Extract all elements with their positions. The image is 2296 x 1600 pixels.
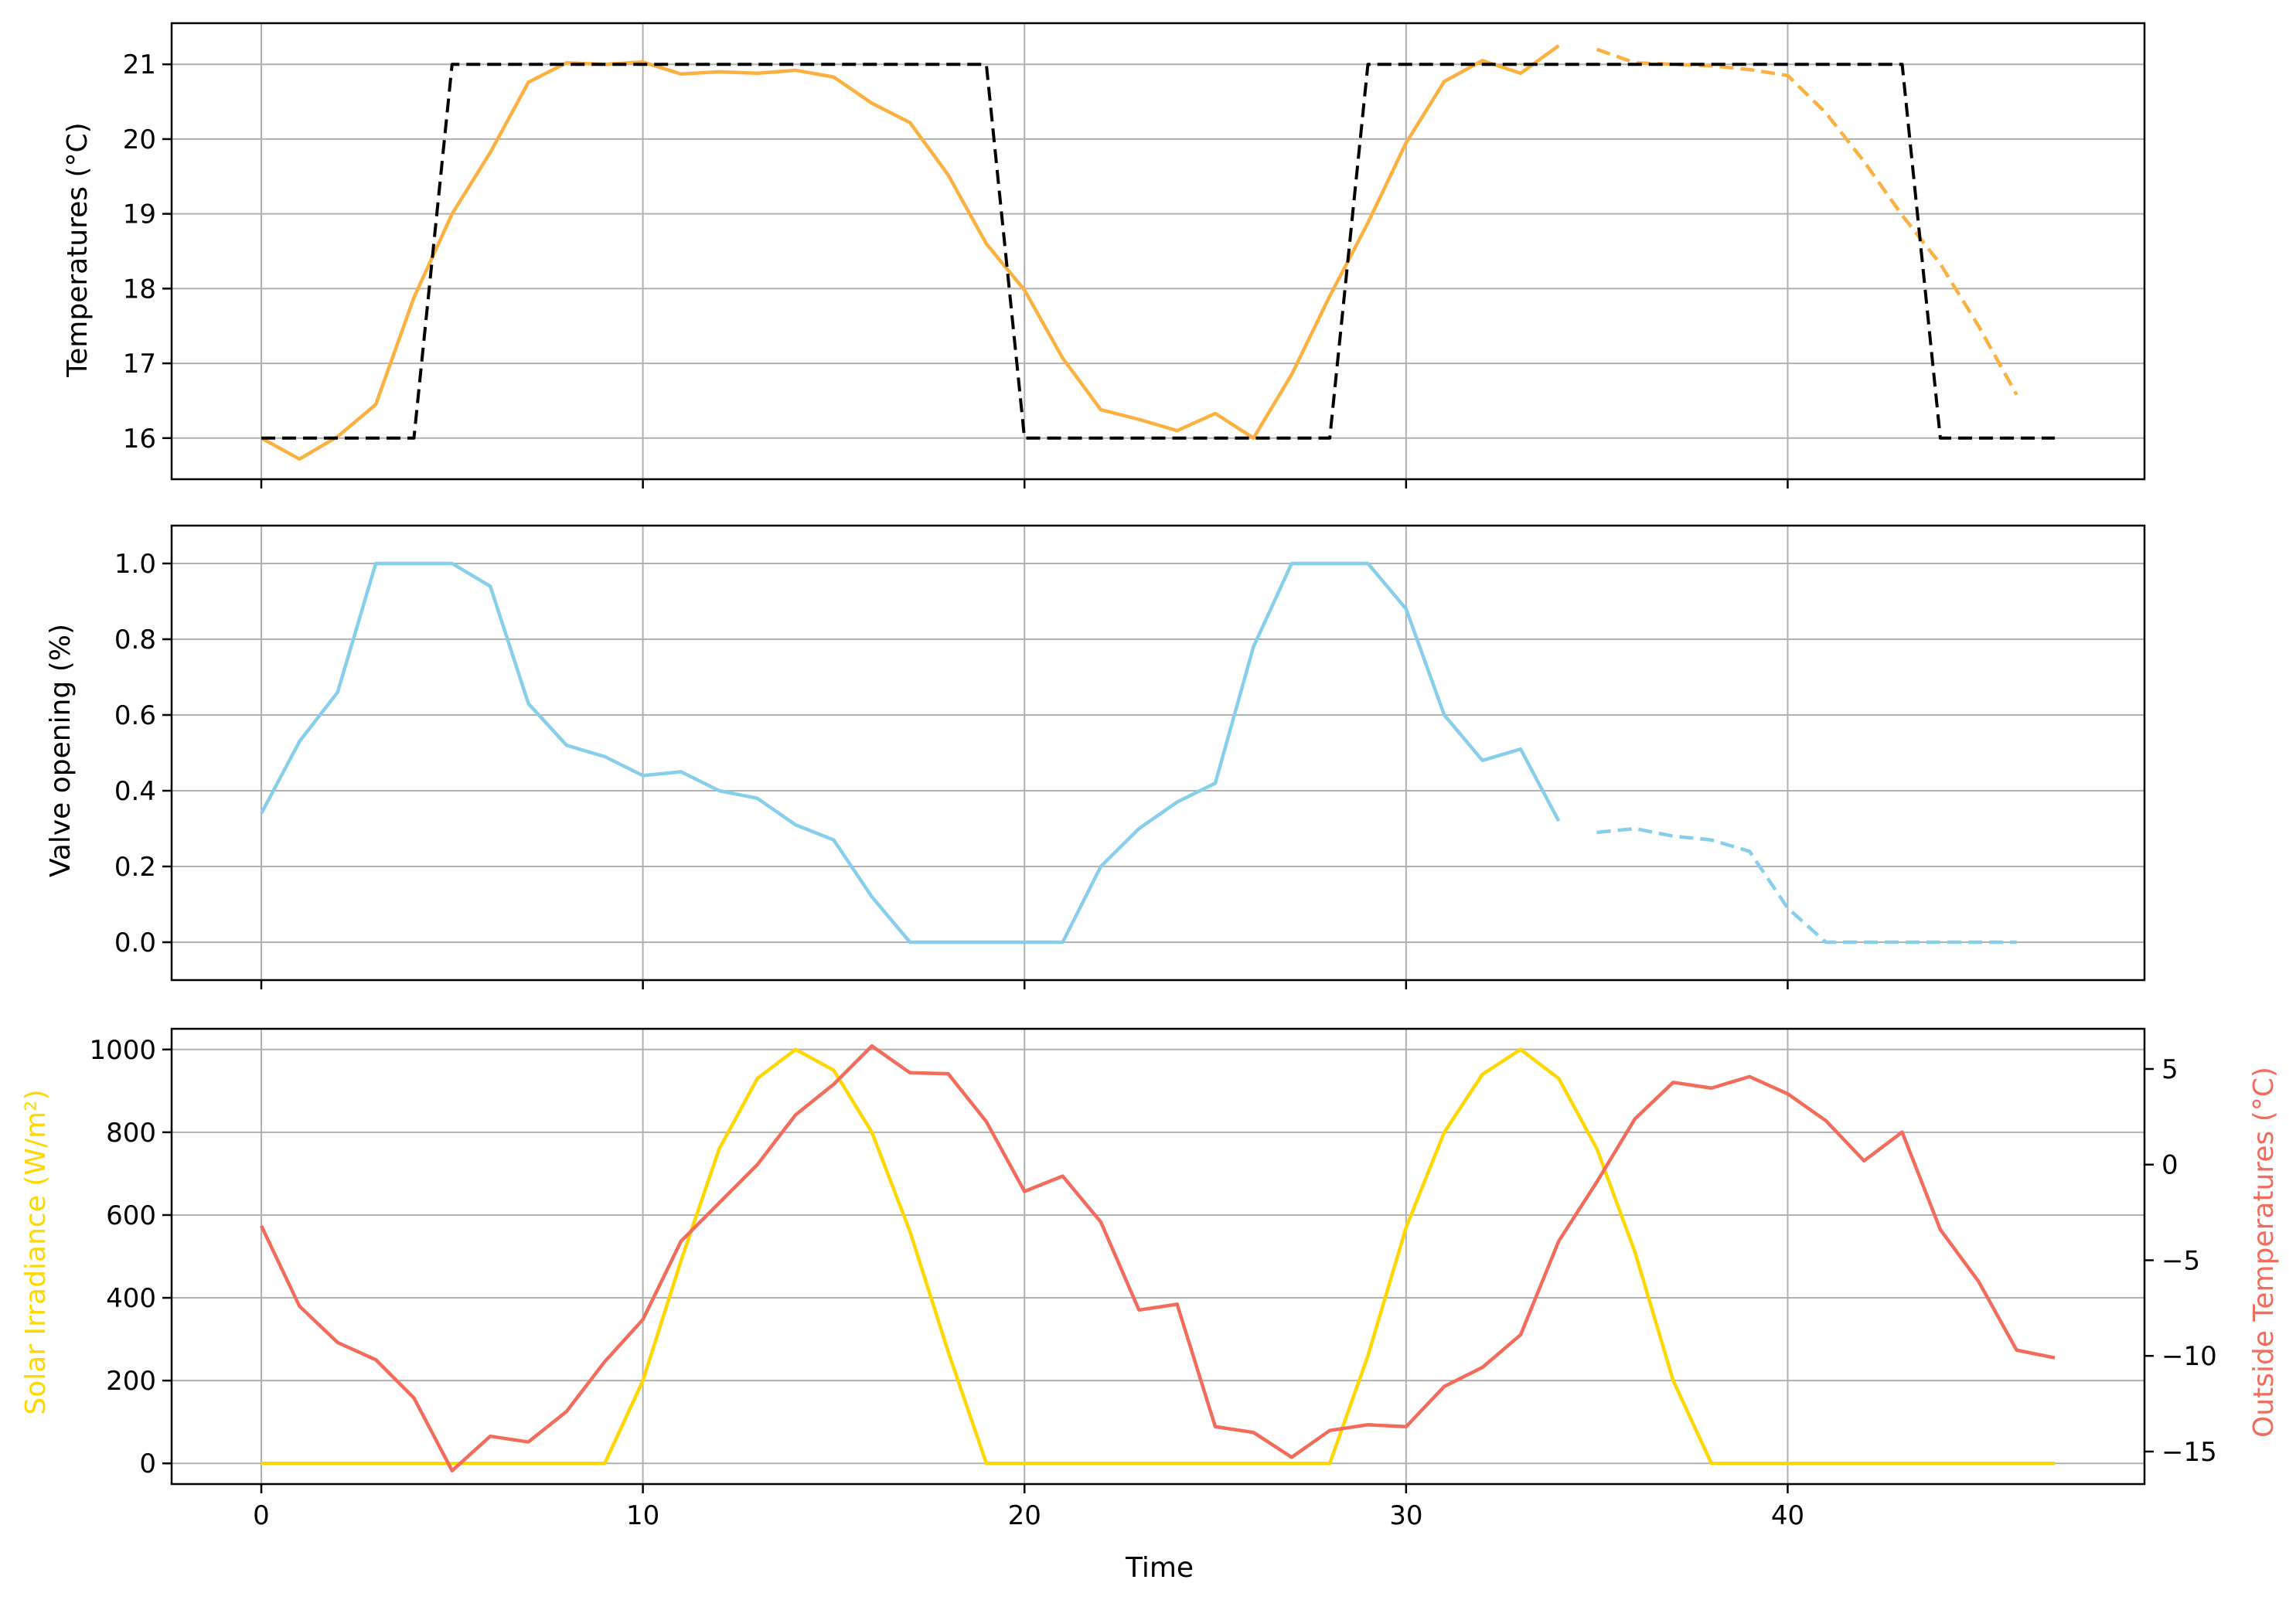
valve-plot-frame bbox=[170, 524, 2146, 982]
weather-series bbox=[259, 1044, 2056, 1472]
x-tick-label: 40 bbox=[1771, 1500, 1804, 1531]
y-tick-label: 600 bbox=[106, 1200, 156, 1231]
y-tick-label: 18 bbox=[123, 274, 156, 305]
temperature-plot-frame bbox=[170, 22, 2146, 481]
y-tick-label: 16 bbox=[123, 424, 156, 454]
y-tick-label: 19 bbox=[123, 199, 156, 230]
y-tick-label: 400 bbox=[106, 1283, 156, 1314]
y-tick-label: 20 bbox=[123, 124, 156, 155]
x-tick-label: 10 bbox=[626, 1500, 659, 1531]
solar-irradiance-axis-label: Solar Irradiance (W/m²) bbox=[20, 1089, 52, 1414]
y-tick-label: 17 bbox=[123, 349, 156, 380]
weather-series-line-0 bbox=[261, 1047, 2055, 1466]
temperature-series-line-2 bbox=[261, 63, 2055, 440]
right-y-tick-label: −10 bbox=[2161, 1341, 2217, 1372]
temperature-panel: 16 17 18 19 20 21 Temperatures (°C) bbox=[62, 22, 2146, 489]
weather-right-ticks: −15 −10 −5 0 5 bbox=[2144, 1054, 2217, 1468]
x-tick-label: 30 bbox=[1389, 1500, 1422, 1531]
x-tick-label: 0 bbox=[253, 1500, 270, 1531]
temperature-series-line-0 bbox=[260, 44, 1560, 461]
outside-temperature-axis-label: Outside Temperatures (°C) bbox=[2248, 1067, 2280, 1438]
valve-series-line-1 bbox=[1596, 826, 2017, 945]
y-tick-label: 0.0 bbox=[114, 928, 156, 958]
weather-plot-frame bbox=[170, 1027, 2146, 1486]
right-y-tick-label: −15 bbox=[2161, 1437, 2217, 1468]
valve-grid bbox=[172, 526, 2144, 980]
time-axis-label: Time bbox=[1125, 1552, 1194, 1584]
temperature-series bbox=[260, 44, 2055, 461]
valve-ticks: 0.0 0.2 0.4 0.6 0.8 1.0 bbox=[114, 549, 1789, 989]
right-y-tick-label: 0 bbox=[2161, 1150, 2178, 1181]
valve-series-line-0 bbox=[260, 561, 1561, 945]
weather-series-line-1 bbox=[259, 1044, 2056, 1472]
y-tick-label: 200 bbox=[106, 1366, 156, 1397]
temperature-series-line-1 bbox=[1596, 47, 2018, 396]
y-tick-label: 800 bbox=[106, 1118, 156, 1149]
valve-series bbox=[260, 561, 2017, 945]
temperature-y-axis-label: Temperatures (°C) bbox=[62, 122, 94, 377]
valve-panel: 0.0 0.2 0.4 0.6 0.8 1.0 Valve opening (%) bbox=[45, 524, 2146, 989]
right-y-tick-label: 5 bbox=[2161, 1054, 2178, 1085]
valve-y-axis-label: Valve opening (%) bbox=[45, 624, 77, 877]
right-y-tick-label: −5 bbox=[2161, 1245, 2200, 1276]
temperature-ticks: 16 17 18 19 20 21 bbox=[123, 49, 1789, 489]
y-tick-label: 0.2 bbox=[114, 852, 156, 883]
x-tick-label: 20 bbox=[1008, 1500, 1041, 1531]
y-tick-label: 1000 bbox=[89, 1035, 156, 1066]
y-tick-label: 0.6 bbox=[114, 700, 156, 731]
y-tick-label: 21 bbox=[123, 49, 156, 80]
y-tick-label: 0 bbox=[139, 1449, 156, 1479]
y-tick-label: 0.4 bbox=[114, 776, 156, 807]
y-tick-label: 0.8 bbox=[114, 625, 156, 655]
y-tick-label: 1.0 bbox=[114, 549, 156, 580]
